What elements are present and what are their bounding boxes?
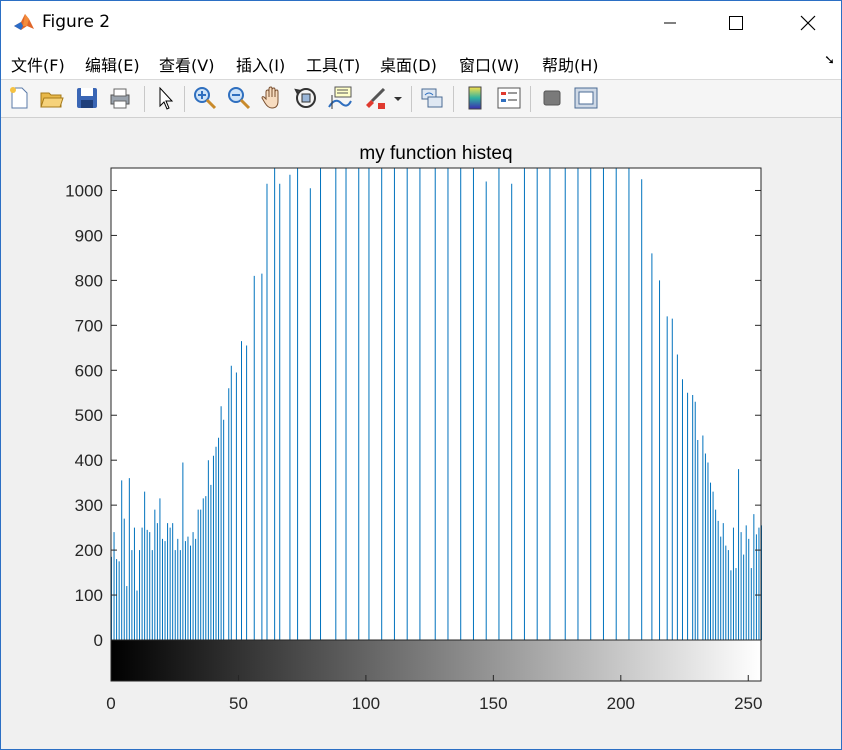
x-tick-label: 250 — [734, 694, 762, 713]
link-plot-icon[interactable] — [419, 85, 445, 111]
y-tick-label: 0 — [94, 631, 103, 650]
x-axis: 0 50 100 150 200 250 — [106, 675, 762, 713]
y-tick-label: 400 — [75, 451, 103, 470]
histogram-bars — [111, 168, 762, 640]
insert-colorbar-icon[interactable] — [462, 85, 488, 111]
menu-window[interactable]: 窗口(W) — [459, 56, 520, 75]
zoom-out-icon[interactable] — [226, 85, 252, 111]
close-icon — [800, 15, 816, 31]
toolbar-separator — [144, 86, 145, 112]
y-tick-label: 1000 — [65, 181, 103, 200]
menu-file[interactable]: 文件(F) — [11, 56, 65, 75]
matlab-logo-icon — [13, 11, 35, 33]
x-tick-label: 150 — [479, 694, 507, 713]
x-tick-label: 50 — [229, 694, 248, 713]
y-tick-label: 100 — [75, 586, 103, 605]
plot-area — [111, 168, 761, 640]
y-tick-label: 900 — [75, 226, 103, 245]
title-bar: Figure 2 — [1, 1, 841, 45]
brush-icon[interactable] — [362, 85, 388, 111]
window-title: Figure 2 — [42, 12, 111, 32]
menu-view[interactable]: 查看(V) — [159, 56, 215, 75]
open-file-icon[interactable] — [39, 85, 65, 111]
show-plot-tools-icon[interactable] — [573, 85, 599, 111]
y-tick-label: 200 — [75, 541, 103, 560]
chart-title: my function histeq — [359, 143, 512, 164]
y-axis: 0 100 200 300 400 500 600 700 800 900 1000 — [65, 181, 761, 650]
y-tick-label: 300 — [75, 496, 103, 515]
insert-legend-icon[interactable] — [496, 85, 522, 111]
menu-tools[interactable]: 工具(T) — [306, 56, 361, 75]
close-button[interactable] — [785, 1, 831, 45]
pointer-icon[interactable] — [152, 85, 178, 111]
y-tick-label: 800 — [75, 271, 103, 290]
histogram-chart: 0 100 200 300 400 500 600 700 800 900 1000 0 50 100 1… — [65, 143, 762, 713]
x-tick-label: 100 — [352, 694, 380, 713]
y-tick-label: 500 — [75, 406, 103, 425]
menu-insert[interactable]: 插入(I) — [236, 56, 286, 75]
minimize-icon — [664, 22, 676, 24]
new-figure-icon[interactable] — [6, 85, 32, 111]
y-tick-label: 700 — [75, 316, 103, 335]
dock-arrow-icon[interactable]: ➘ — [824, 53, 835, 68]
toolbar-separator — [411, 86, 412, 112]
minimize-button[interactable] — [647, 1, 693, 45]
figure-canvas: 0 100 200 300 400 500 600 700 800 900 1000 0 50 100 1… — [1, 118, 841, 749]
x-tick-label: 0 — [106, 694, 115, 713]
data-cursor-icon[interactable] — [327, 85, 353, 111]
menu-edit[interactable]: 编辑(E) — [85, 56, 140, 75]
menu-bar: 文件(F) 编辑(E) 查看(V) 插入(I) 工具(T) 桌面(D) 窗口(W… — [1, 45, 841, 80]
rotate-3d-icon[interactable] — [293, 85, 319, 111]
toolbar-separator — [453, 86, 454, 112]
maximize-icon — [729, 16, 743, 30]
toolbar-separator — [530, 86, 531, 112]
y-tick-label: 600 — [75, 361, 103, 380]
pan-hand-icon[interactable] — [259, 85, 285, 111]
hide-plot-tools-icon[interactable] — [539, 85, 565, 111]
print-icon[interactable] — [107, 85, 133, 111]
brush-dropdown-icon[interactable] — [391, 85, 405, 111]
maximize-button[interactable] — [713, 1, 759, 45]
x-tick-label: 200 — [607, 694, 635, 713]
zoom-in-icon[interactable] — [192, 85, 218, 111]
gray-colorbar — [110, 639, 762, 682]
figure-toolbar — [1, 80, 841, 118]
toolbar-separator — [184, 86, 185, 112]
menu-help[interactable]: 帮助(H) — [542, 56, 599, 75]
menu-desktop[interactable]: 桌面(D) — [380, 56, 437, 75]
save-icon[interactable] — [74, 85, 100, 111]
